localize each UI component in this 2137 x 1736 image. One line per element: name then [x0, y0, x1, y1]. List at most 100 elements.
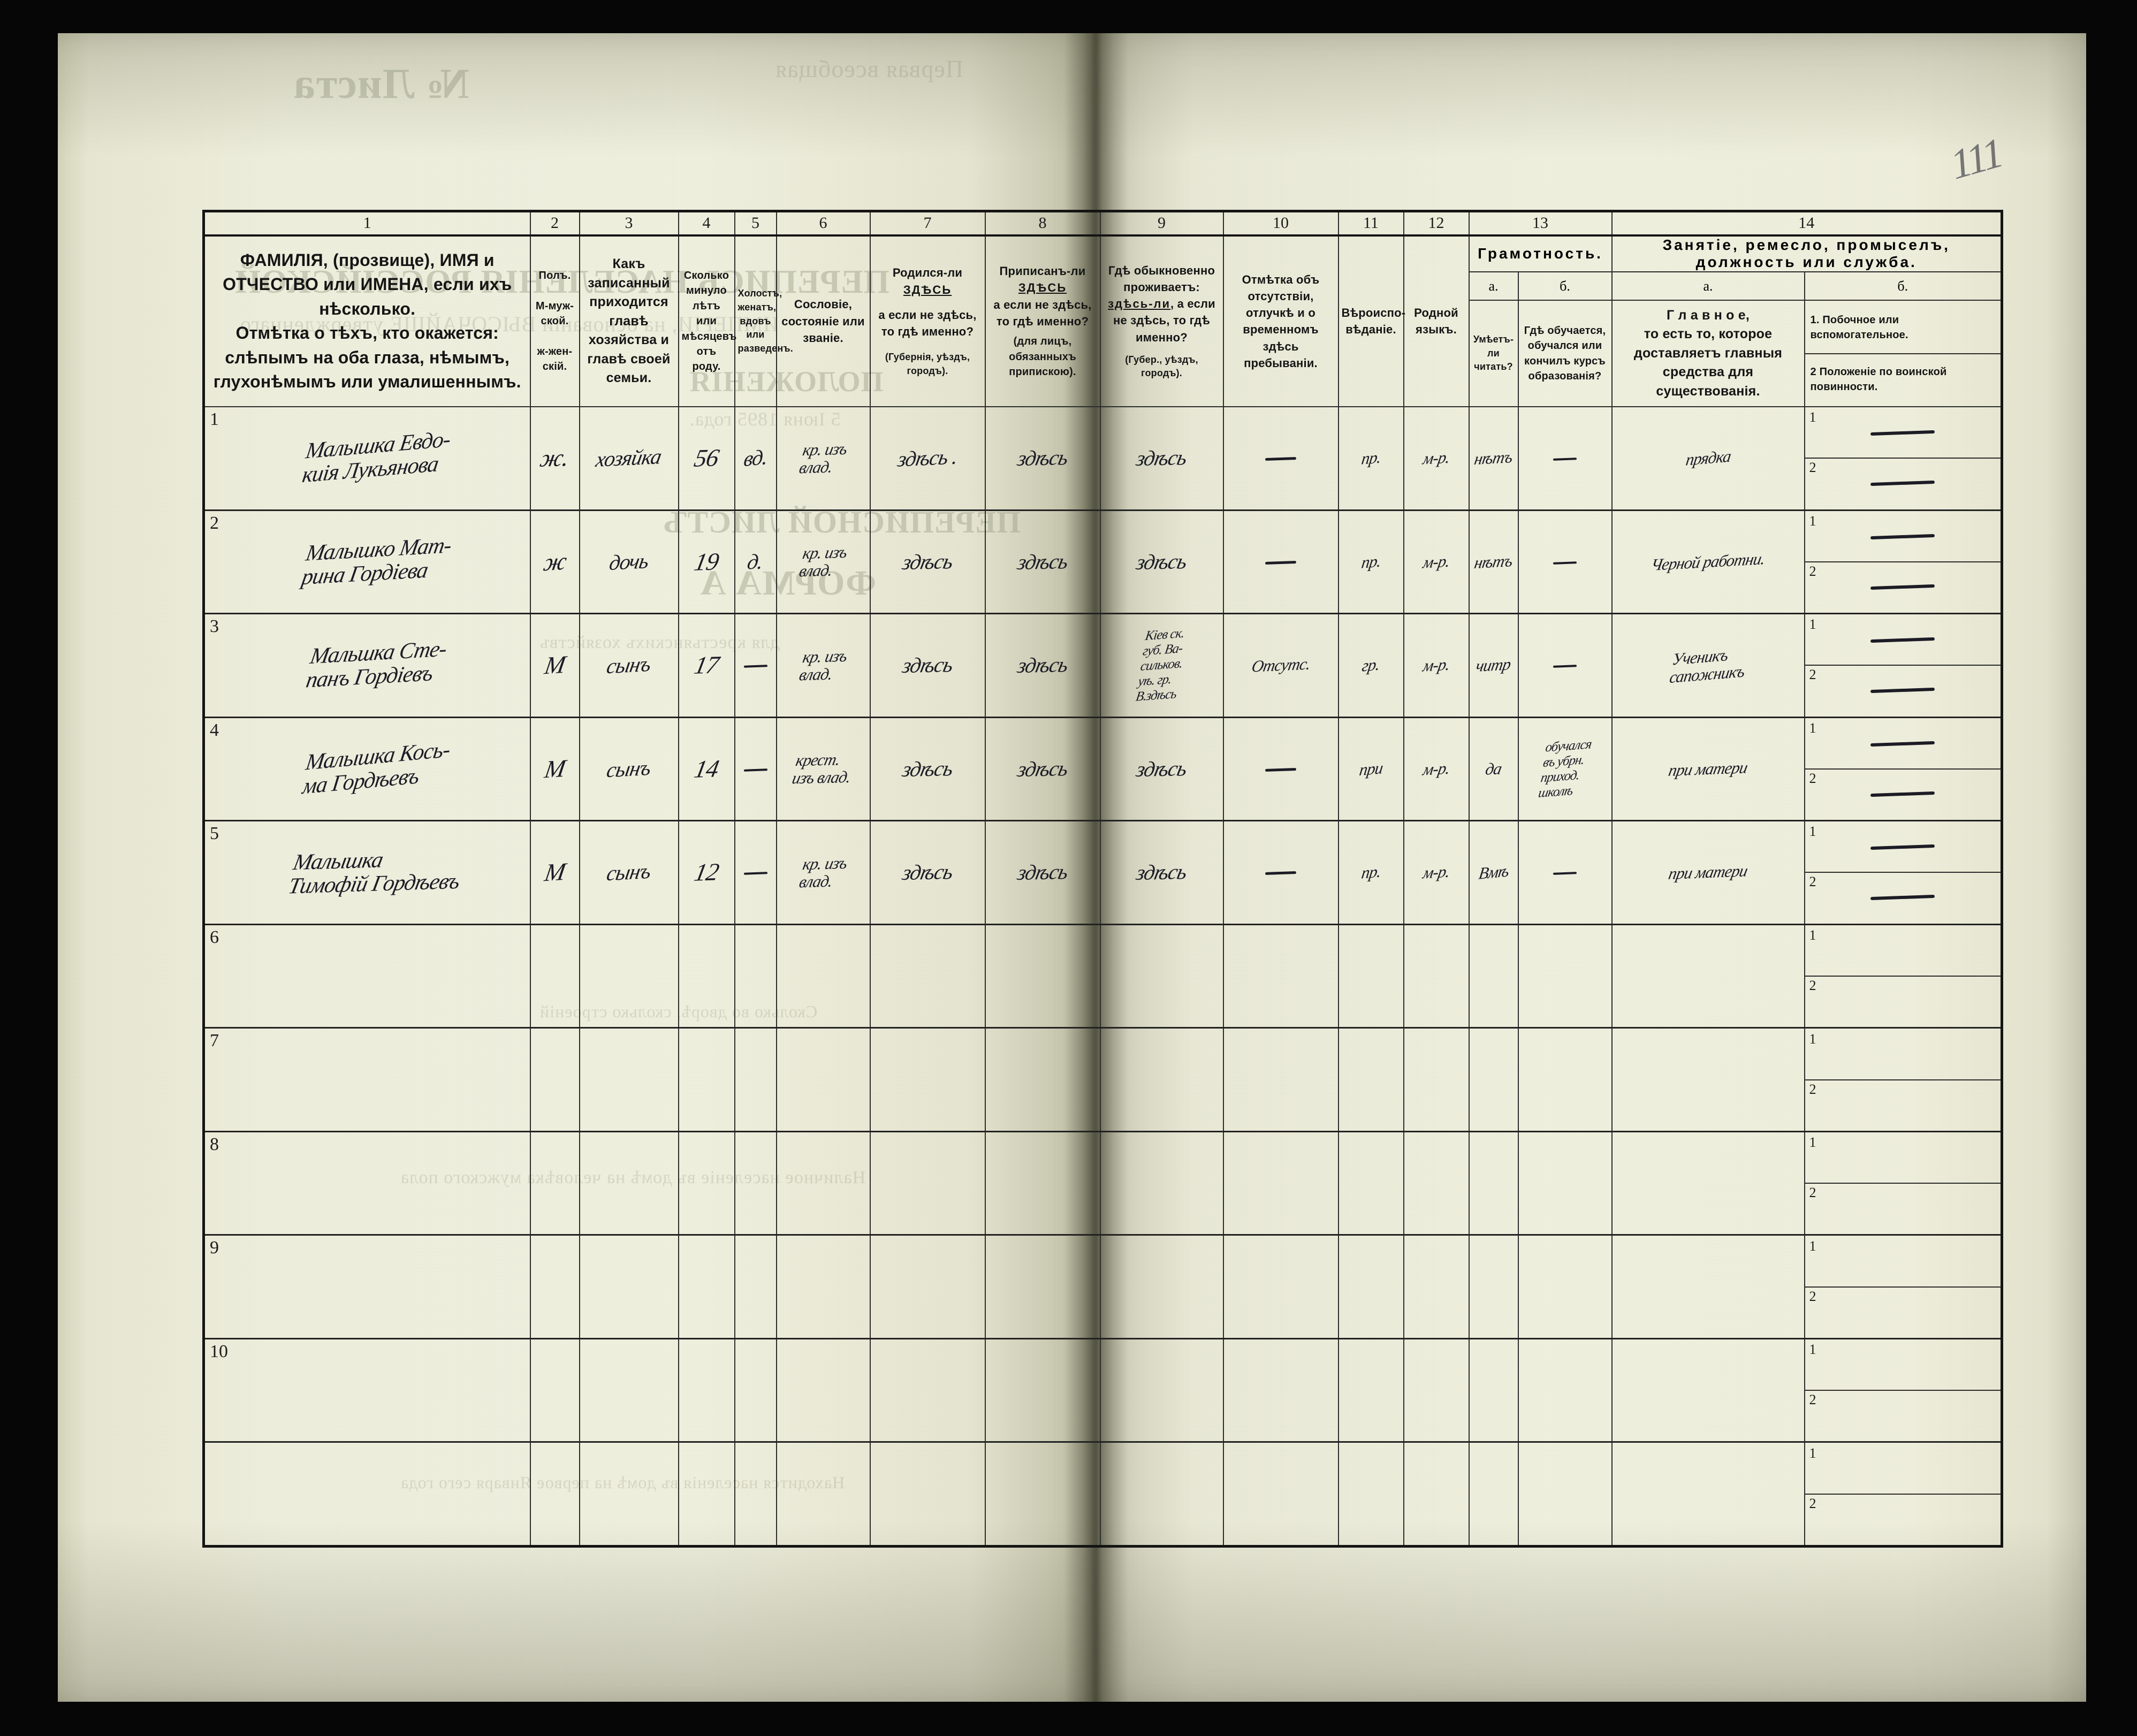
cell-religion-value: пр.: [1360, 862, 1382, 883]
cell-relation: сынъ: [579, 820, 679, 925]
cell-birthplace: [869, 924, 986, 1029]
cell-language: м-р.: [1403, 717, 1470, 822]
colnum-10: 10: [1222, 210, 1339, 237]
table-row: 6 1 2: [203, 924, 2003, 1029]
subcell-military-status: 2: [1805, 459, 2001, 508]
colnum-5: 5: [734, 210, 777, 237]
cell-birthplace: здѣсь: [869, 820, 986, 925]
header-col8-rest: а если не здѣсь, то гдѣ именно?: [993, 298, 1092, 328]
header-col13a: Умѣетъ-ли читать?: [1468, 300, 1519, 408]
cell-occupation-value: Черной работни.: [1649, 549, 1767, 574]
cell-age: [678, 1131, 735, 1236]
header-col9-line1: Гдѣ обыкновенно проживаетъ:: [1108, 263, 1215, 294]
cell-sex: ж: [529, 509, 580, 615]
cell-relation: сынъ: [579, 717, 679, 822]
subcell-number: 2: [1809, 977, 1816, 993]
cell-occupation: [1611, 1234, 1805, 1339]
table-row: 2 Малышко Мат- рина Гордіева ж дочь 19 д. кр. …: [203, 509, 2003, 615]
dash-mark: [1870, 688, 1935, 694]
colnum-7: 7: [869, 210, 986, 237]
cell-estate-value: кр. изъ влад.: [797, 439, 849, 477]
dash-mark: [1870, 844, 1935, 850]
cell-estate: [775, 1234, 871, 1339]
row-number: 6: [210, 927, 219, 947]
row-number: 10: [210, 1341, 228, 1361]
cell-name: 6: [203, 924, 531, 1029]
dash-mark: [1553, 458, 1577, 461]
colnum-8: 8: [984, 210, 1101, 237]
header-col5: Холостъ, женатъ, вдовъ или разведенъ.: [734, 234, 793, 408]
cell-birthplace-value: здѣсь: [900, 652, 955, 678]
cell-registered-value: здѣсь: [1015, 652, 1070, 678]
cell-residence: [1099, 1338, 1224, 1443]
dash-mark: [1870, 584, 1935, 590]
subcell-number: 1: [1809, 824, 1816, 840]
cell-religion-value: при: [1358, 758, 1384, 779]
header-col7: Родился-ли ЗДѢСЬ а если не здѣсь, то гдѣ…: [869, 234, 986, 408]
subcell-number: 2: [1809, 1185, 1816, 1201]
subcell-side-occupation: 1: [1805, 719, 2001, 770]
dash-mark: [1870, 895, 1935, 901]
subcell-number: 2: [1809, 1495, 1816, 1511]
cell-occupation: при матери: [1611, 820, 1805, 925]
row-number: 4: [210, 720, 219, 740]
cell-occupation-value: при матери: [1667, 861, 1750, 884]
cell-absence: Отсутс.: [1222, 613, 1339, 718]
header-13b-letter: б.: [1517, 271, 1613, 301]
cell-estate: кр. изъ влад.: [775, 509, 871, 615]
cell-estate: [775, 1441, 871, 1547]
header-14a-letter: а.: [1611, 271, 1805, 301]
cell-estate: крест. изъ влад.: [775, 717, 871, 822]
cell-age: 17: [678, 613, 735, 718]
cell-residence: Kiев ск. губ. Ва- сильков. уѣ. гр. В.здѣ…: [1099, 613, 1224, 718]
subcell-number: 2: [1809, 563, 1816, 579]
dash-mark: [1870, 430, 1935, 436]
cell-religion: пр.: [1337, 406, 1404, 511]
cell-occupation: [1611, 924, 1805, 1029]
header-col1-text: ФАМИЛІЯ, (прозвище), ИМЯ и ОТЧЕСТВО или …: [213, 250, 521, 392]
subcell-number: 2: [1809, 1081, 1816, 1097]
dash-mark: [1870, 741, 1935, 747]
cell-name: 9: [203, 1234, 531, 1339]
cell-age: 12: [678, 820, 735, 925]
cell-absence: [1222, 1234, 1339, 1339]
cell-sex-value: М: [542, 857, 567, 887]
cell-education: [1517, 406, 1613, 511]
cell-marital: вд.: [734, 406, 777, 511]
cell-registered: здѣсь: [984, 406, 1101, 511]
subcell-number: 1: [1809, 927, 1816, 943]
cell-language: [1403, 1234, 1470, 1339]
colnum-11: 11: [1337, 210, 1404, 237]
cell-estate: кр. изъ влад.: [775, 406, 871, 511]
cell-residence: [1099, 924, 1224, 1029]
cell-age-value: 12: [692, 858, 721, 887]
cell-registered: [984, 1441, 1101, 1547]
header-col9: Гдѣ обыкновенно проживаетъ: здѣсь-ли, а …: [1099, 234, 1224, 408]
cell-education: [1517, 1131, 1613, 1236]
cell-birthplace: [869, 1441, 986, 1547]
cell-birthplace: [869, 1338, 986, 1443]
header-col14a-text: Г л а в н о е, то есть то, которое доста…: [1633, 307, 1783, 399]
cell-registered: [984, 1234, 1101, 1339]
cell-occupation-value: прядка: [1684, 446, 1732, 469]
header-col8: Приписанъ-ли ЗДѢСЬ а если не здѣсь, то г…: [984, 234, 1101, 408]
cell-occupation: [1611, 1441, 1805, 1547]
cell-occupation: прядка: [1611, 406, 1805, 511]
header-col14b-2: 2 Положеніе по воинской повинности.: [1810, 366, 1947, 393]
cell-language: м-р.: [1403, 613, 1470, 718]
header-col3-text: Какъ записанный приходится главѣ хозяйст…: [587, 256, 671, 386]
cell-age: [678, 1441, 735, 1547]
cell-name: 7: [203, 1027, 531, 1132]
cell-age: 14: [678, 717, 735, 822]
cell-education: [1517, 509, 1613, 615]
dash-mark: [1553, 561, 1577, 565]
cell-religion: [1337, 1441, 1404, 1547]
row-number: 2: [210, 513, 219, 533]
cell-can-read: [1468, 924, 1519, 1029]
table-row: 1 Малышка Евдо- киія Лукьянова ж. хозяйка 56…: [203, 406, 2003, 511]
dash-mark: [1870, 534, 1935, 539]
